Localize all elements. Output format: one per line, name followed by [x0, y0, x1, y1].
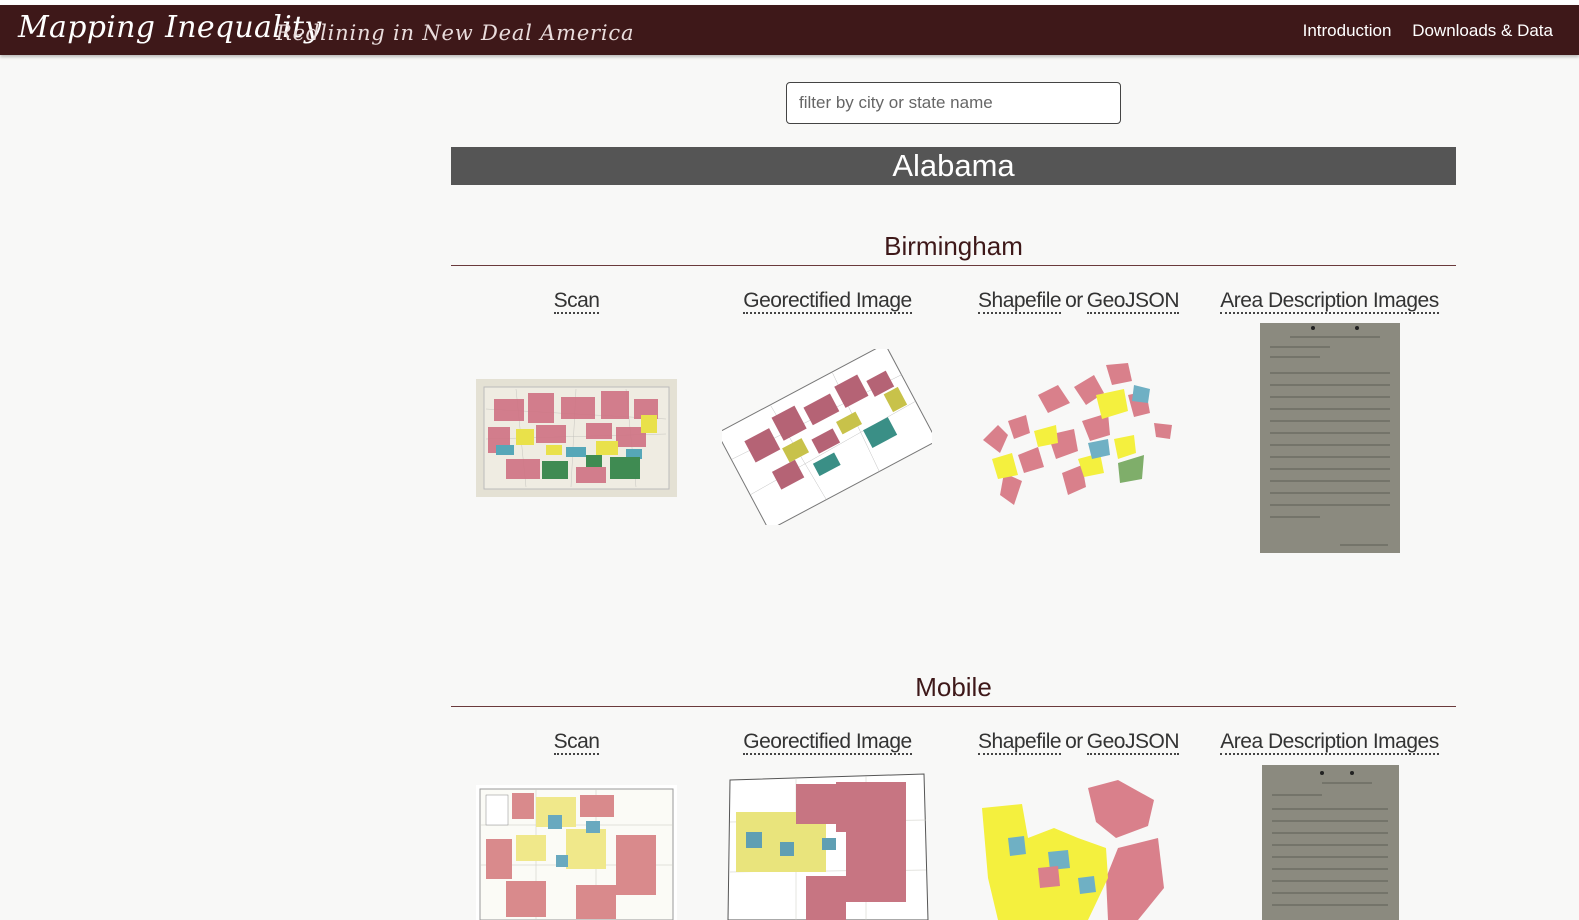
site-tagline: Redlining in New Deal America: [276, 21, 635, 45]
main-nav: Introduction Downloads & Data: [1287, 21, 1553, 41]
nav-introduction[interactable]: Introduction: [1302, 21, 1392, 40]
geojson-link[interactable]: GeoJSON: [1086, 289, 1179, 314]
shapefile-link[interactable]: Shapefile: [978, 730, 1062, 755]
mobile-scan-thumbnail[interactable]: [476, 785, 677, 920]
scan-label: Scan: [451, 289, 702, 314]
mobile-area-description-thumbnail[interactable]: [1262, 765, 1399, 920]
georectified-label: Georectified Image: [702, 730, 953, 755]
or-text: or: [1065, 730, 1083, 753]
birmingham-scan-thumbnail[interactable]: [476, 379, 677, 497]
area-description-link[interactable]: Area Description Images: [1220, 730, 1439, 755]
scan-link[interactable]: Scan: [553, 289, 600, 314]
birmingham-shapefile-thumbnail[interactable]: [978, 355, 1178, 515]
georectified-label: Georectified Image: [702, 289, 953, 314]
geojson-link[interactable]: GeoJSON: [1086, 730, 1179, 755]
city-title-mobile: Mobile: [915, 672, 992, 702]
shapefile-link[interactable]: Shapefile: [978, 289, 1062, 314]
city-divider: [451, 706, 1456, 707]
or-text: or: [1065, 289, 1083, 312]
site-title[interactable]: Mapping Inequality: [18, 10, 322, 45]
mobile-shapefile-thumbnail[interactable]: [978, 778, 1178, 920]
shapefile-geojson-label: Shapefile or GeoJSON: [953, 730, 1204, 755]
city-title-birmingham: Birmingham: [884, 231, 1023, 261]
birmingham-georectified-thumbnail[interactable]: [722, 349, 932, 525]
georectified-link[interactable]: Georectified Image: [743, 730, 912, 755]
top-strip: [0, 0, 1579, 5]
shapefile-geojson-label: Shapefile or GeoJSON: [953, 289, 1204, 314]
state-heading: Alabama: [451, 147, 1456, 185]
birmingham-area-description-thumbnail[interactable]: [1260, 323, 1400, 553]
city-divider: [451, 265, 1456, 266]
scan-link[interactable]: Scan: [553, 730, 600, 755]
area-description-label: Area Description Images: [1204, 289, 1455, 314]
georectified-link[interactable]: Georectified Image: [743, 289, 912, 314]
scan-label: Scan: [451, 730, 702, 755]
site-header: Mapping Inequality Redlining in New Deal…: [0, 5, 1579, 55]
mobile-georectified-thumbnail[interactable]: [726, 772, 930, 920]
nav-downloads-data[interactable]: Downloads & Data: [1412, 21, 1553, 40]
city-filter-input[interactable]: [786, 82, 1121, 124]
area-description-label: Area Description Images: [1204, 730, 1455, 755]
area-description-link[interactable]: Area Description Images: [1220, 289, 1439, 314]
scrolled-text-remnant: [500, 52, 710, 58]
